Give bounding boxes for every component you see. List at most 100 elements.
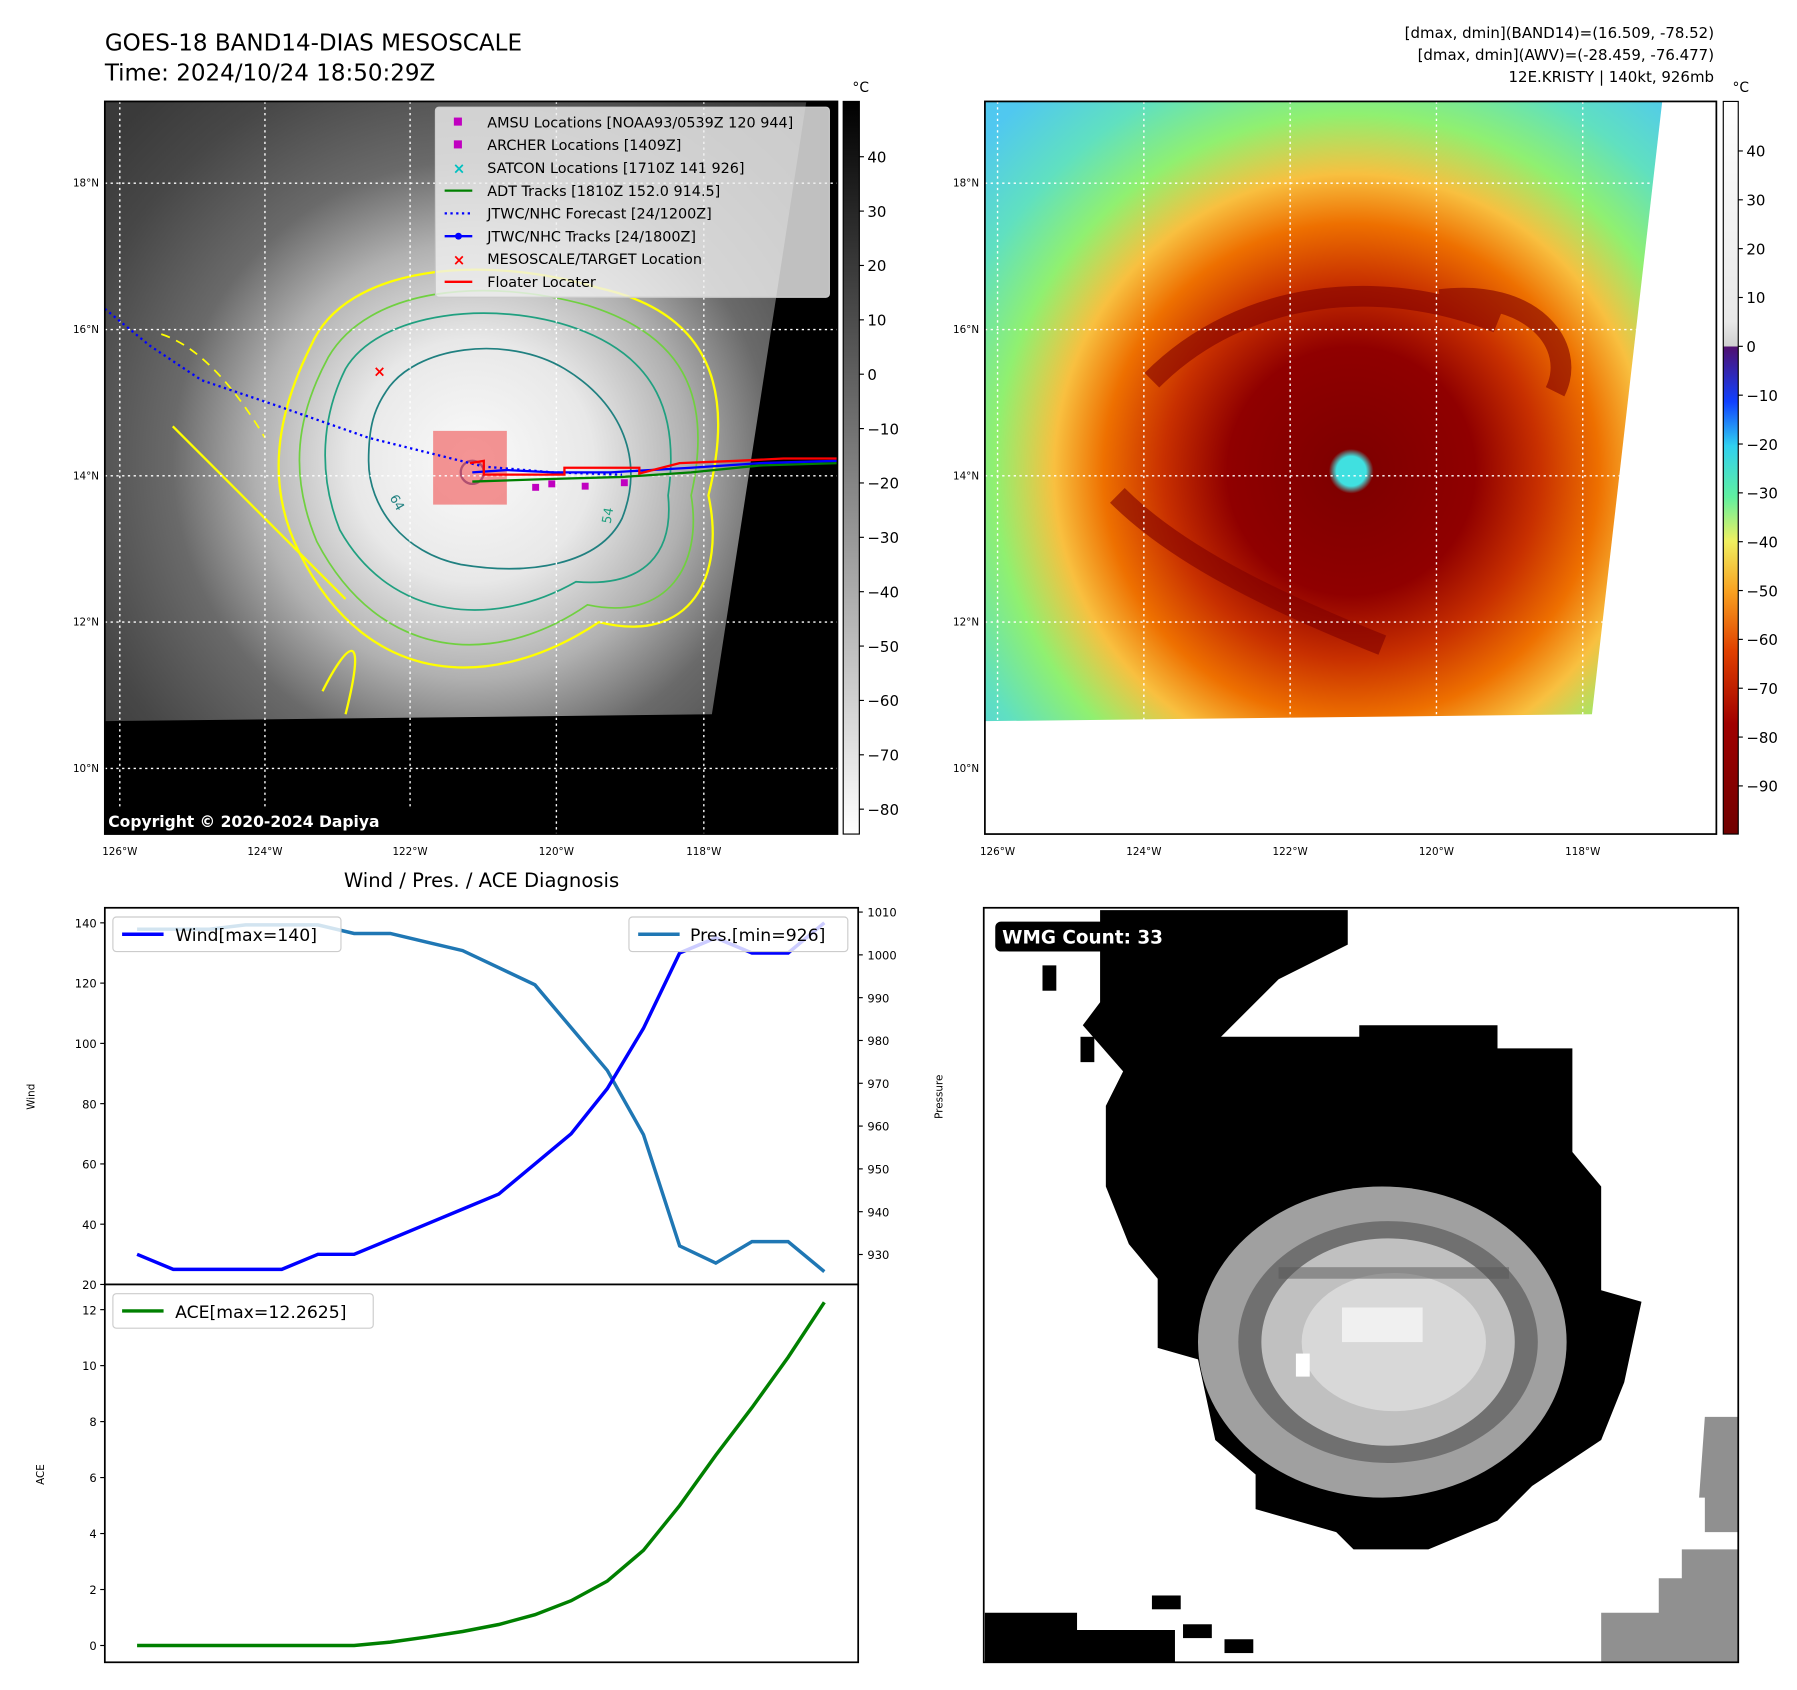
- ace-legend-box: [112, 1293, 374, 1329]
- lon-label: 120°W: [1419, 846, 1454, 858]
- pressure-ytick-label: 970: [867, 1077, 889, 1091]
- color-map-frame: [984, 100, 1718, 835]
- lon-label: 122°W: [392, 846, 427, 858]
- stats-awv: [dmax, dmin](AWV)=(-28.459, -76.477): [1418, 46, 1714, 64]
- wind-legend-label: Wind[max=140]: [175, 926, 317, 946]
- color-map: [984, 101, 1717, 835]
- nhc-track: [472, 459, 838, 474]
- pressure-ytick-label: 990: [867, 991, 889, 1005]
- contour-label-64: 64: [387, 492, 408, 513]
- ace-legend-label: ACE[max=12.2625]: [175, 1303, 346, 1323]
- lon-label: 118°W: [686, 846, 721, 858]
- adt-track: [472, 461, 838, 483]
- wind-ytick-label: 100: [75, 1037, 97, 1051]
- colorbar-tick-label: −40: [1746, 533, 1778, 551]
- colorbar-tick-label: 0: [1746, 338, 1756, 356]
- colorbar-tick-label: −70: [1746, 680, 1778, 698]
- ace-chart-frame: [103, 1283, 860, 1664]
- legend-x-icon: ×: [453, 251, 466, 269]
- colorbar-tick-label: −40: [867, 583, 899, 601]
- figure-time: Time: 2024/10/24 18:50:29Z: [104, 61, 436, 87]
- legend-label: JTWC/NHC Forecast [24/1200Z]: [486, 207, 711, 223]
- colorbar-tick-label: −70: [867, 747, 899, 765]
- colorbar-tick-label: 10: [1746, 289, 1765, 307]
- wind-ytick-label: 60: [82, 1158, 97, 1172]
- lat-label: 16°N: [953, 324, 979, 336]
- lon-label: 118°W: [1565, 846, 1600, 858]
- ace-ytick-label: 4: [89, 1527, 96, 1541]
- pressure-ytick-label: 950: [867, 1162, 889, 1176]
- lon-label: 124°W: [1126, 846, 1161, 858]
- legend-label: SATCON Locations [1710Z 141 926]: [487, 161, 744, 177]
- wmg-label-box: [995, 921, 1189, 952]
- wmg-count-label: WMG Count: 33: [1002, 927, 1163, 948]
- colorbar-tick-label: −50: [867, 638, 899, 656]
- storm-info: 12E.KRISTY | 140kt, 926mb: [1509, 68, 1715, 86]
- wind-ytick-label: 80: [82, 1097, 97, 1111]
- pressure-ytick-label: 980: [867, 1034, 889, 1048]
- colorbar-tick-label: 10: [867, 312, 886, 330]
- wind-ytick-label: 20: [82, 1278, 97, 1292]
- ace-ytick-label: 8: [89, 1415, 96, 1429]
- pressure-ytick-label: 1010: [867, 906, 896, 920]
- colorbar-tick-label: 20: [867, 257, 886, 275]
- chart-title: Wind / Pres. / ACE Diagnosis: [344, 869, 619, 892]
- lat-label: 12°N: [953, 617, 979, 629]
- lon-label: 126°W: [102, 846, 137, 858]
- target-x-marker: ×: [373, 363, 386, 381]
- legend-label: MESOSCALE/TARGET Location: [487, 252, 702, 268]
- wind-ytick-label: 40: [82, 1218, 97, 1232]
- wind-ytick-label: 120: [75, 977, 97, 991]
- colorbar-tick-label: −50: [1746, 582, 1778, 600]
- colorbar-tick-label: −90: [1746, 778, 1778, 796]
- color-colorbar-unit: °C: [1732, 80, 1749, 96]
- ace-ytick-label: 6: [89, 1471, 96, 1485]
- colorbar-tick-label: 40: [867, 148, 886, 166]
- colorbar-tick-label: −20: [867, 475, 899, 493]
- wind-legend-box: [112, 916, 342, 953]
- lat-label: 14°N: [73, 470, 99, 482]
- amsu-markers: [532, 479, 628, 491]
- lon-label: 124°W: [247, 846, 282, 858]
- colorbar-tick-label: −60: [1746, 631, 1778, 649]
- lat-label: 12°N: [73, 617, 99, 629]
- lat-label: 18°N: [73, 178, 99, 190]
- contour-label-54: 54: [599, 506, 617, 524]
- colorbar-tick-label: 30: [867, 203, 886, 221]
- color-imagery: [984, 101, 1663, 722]
- legend-label: JTWC/NHC Tracks [24/1800Z]: [486, 229, 696, 245]
- legend-x-icon: ×: [453, 160, 466, 178]
- legend-square-icon: [453, 117, 462, 126]
- lat-label: 18°N: [953, 178, 979, 190]
- colorbar-tick-label: −30: [1746, 485, 1778, 503]
- wind-ytick-label: 140: [75, 916, 97, 930]
- pressure-axis-label: Pressure: [933, 1075, 945, 1119]
- lat-label: 16°N: [73, 324, 99, 336]
- pressure-legend-label: Pres.[min=926]: [690, 926, 825, 946]
- legend-dot-icon: [455, 232, 462, 240]
- legend-label: AMSU Locations [NOAA93/0539Z 120 944]: [487, 115, 793, 131]
- lat-label: 10°N: [953, 763, 979, 775]
- lon-label: 120°W: [539, 846, 574, 858]
- pressure-ytick-label: 940: [867, 1205, 889, 1219]
- floater-track: [469, 457, 838, 476]
- colorbar-tick-label: −30: [867, 529, 899, 547]
- colorbar-tick-label: 40: [1746, 143, 1765, 161]
- wind-axis-label: Wind: [26, 1084, 38, 1110]
- ir-map-frame: [103, 100, 839, 835]
- colorbar-tick-label: −80: [867, 801, 899, 819]
- colorbar-tick-label: 30: [1746, 192, 1765, 210]
- lon-label: 126°W: [980, 846, 1015, 858]
- figure-title: GOES-18 BAND14-DIAS MESOSCALE: [105, 31, 522, 57]
- lat-label: 10°N: [73, 763, 99, 775]
- ace-ytick-label: 2: [89, 1583, 96, 1597]
- eye: [1338, 458, 1364, 484]
- pressure-ytick-label: 1000: [867, 948, 896, 962]
- copyright: Copyright © 2020-2024 Dapiya: [108, 813, 379, 831]
- pressure-legend-box: [628, 916, 849, 953]
- ace-line: [137, 1301, 826, 1648]
- pressure-ytick-label: 930: [867, 1248, 889, 1262]
- map-legend: AMSU Locations [NOAA93/0539Z 120 944] ARC…: [434, 106, 830, 298]
- colorbar-tick-label: −80: [1746, 729, 1778, 747]
